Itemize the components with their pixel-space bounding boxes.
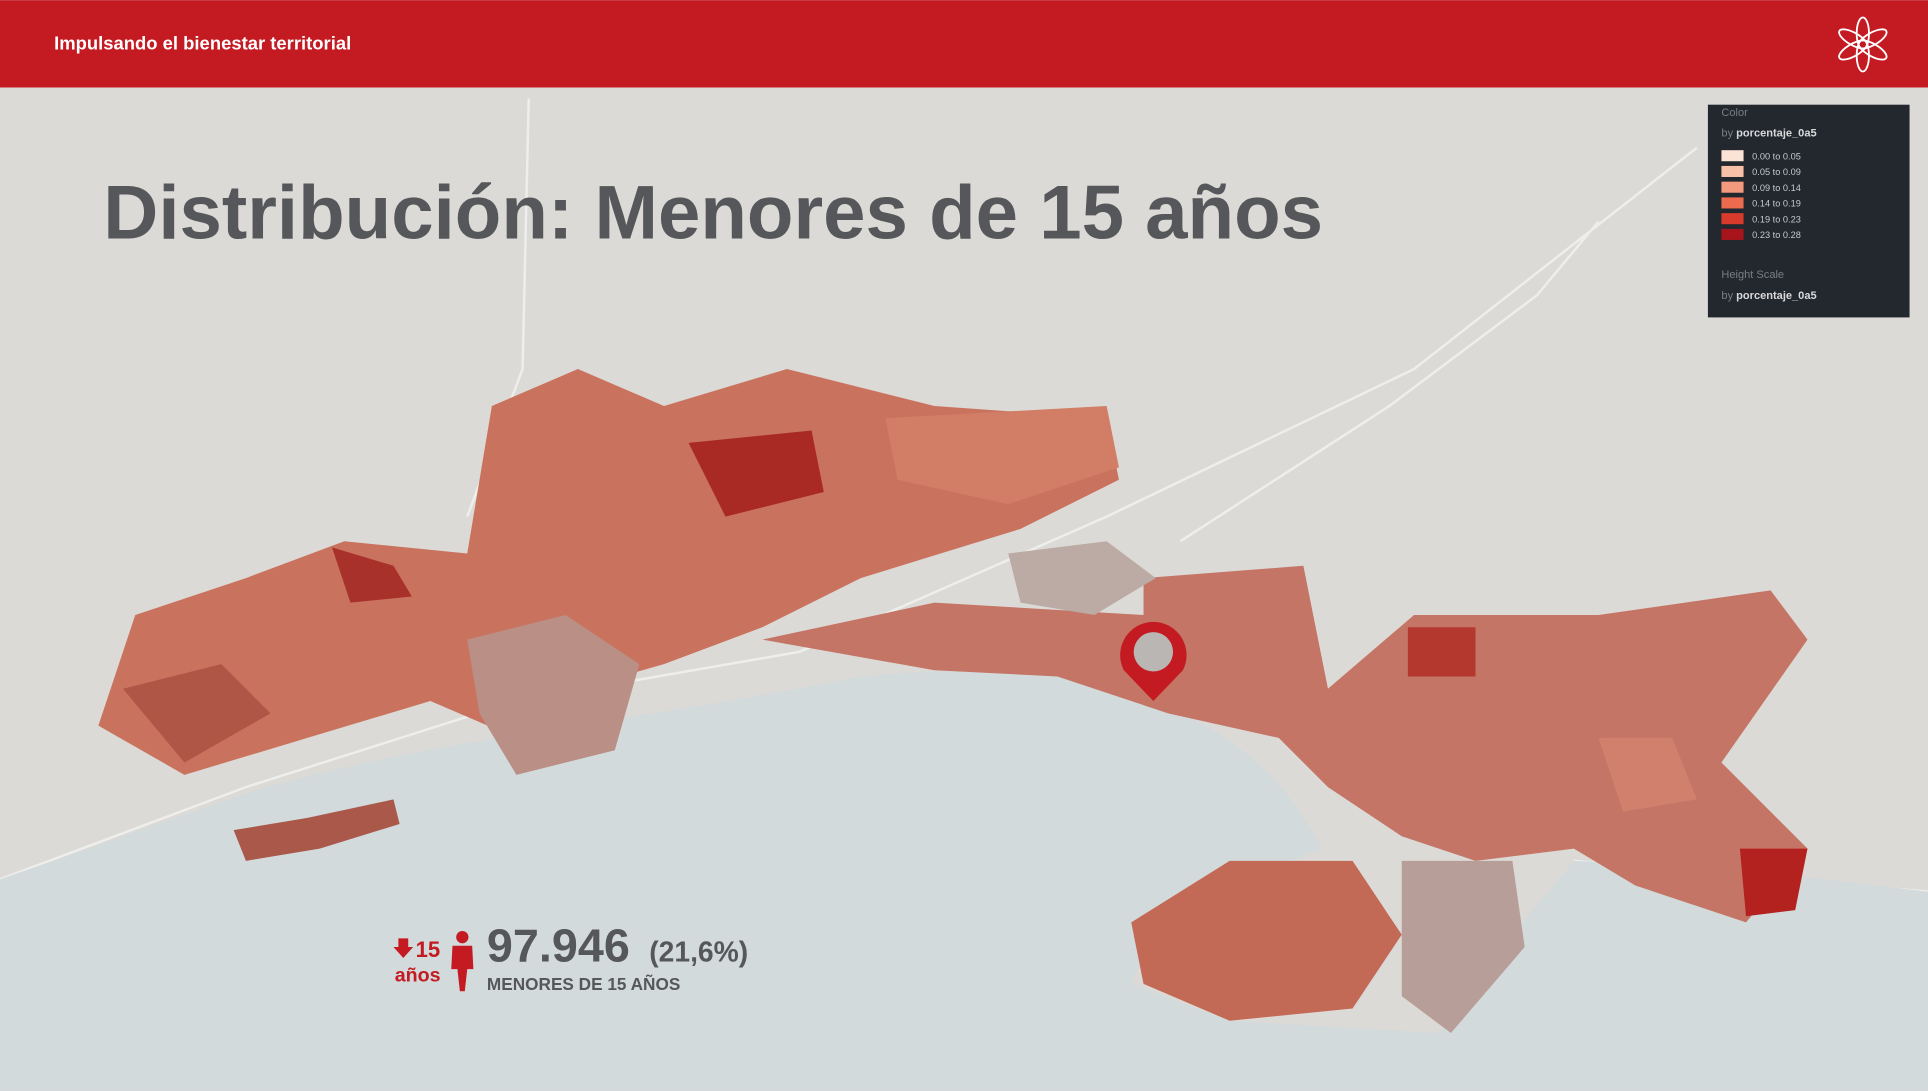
legend-label: 0.00 to 0.05 (1752, 151, 1801, 161)
stat-percent: (21,6%) (649, 936, 748, 968)
icon-number: 15 (416, 937, 441, 962)
legend: Color by porcentaje_0a5 Height Scale by … (1708, 105, 1910, 318)
legend-label: 0.09 to 0.14 (1752, 183, 1801, 193)
header-title: Impulsando el bienestar territorial (54, 32, 351, 53)
legend-by: by (1721, 290, 1733, 302)
legend-label: 0.19 to 0.23 (1752, 214, 1801, 224)
legend-swatch (1721, 197, 1743, 208)
legend-label: 0.05 to 0.09 (1752, 167, 1801, 177)
legend-swatch (1721, 166, 1743, 177)
slide-title: Distribución: Menores de 15 años (103, 171, 1323, 256)
legend-color-title: Color (1721, 107, 1748, 119)
legend-height-title: Height Scale (1721, 269, 1784, 281)
legend-label: 0.14 to 0.19 (1752, 199, 1801, 209)
legend-swatch (1721, 229, 1743, 240)
stat-value: 97.946 (487, 920, 630, 972)
legend-label: 0.23 to 0.28 (1752, 230, 1801, 240)
slide: Impulsando el bienestar territorial Dist… (0, 0, 1928, 1091)
legend-swatch (1721, 213, 1743, 224)
legend-field: porcentaje_0a5 (1736, 290, 1816, 302)
legend-swatch (1721, 182, 1743, 193)
stat-label: MENORES DE 15 AÑOS (487, 974, 680, 994)
icon-unit: años (395, 964, 441, 986)
legend-field: porcentaje_0a5 (1736, 128, 1816, 140)
legend-height-by: by porcentaje_0a5 (1721, 290, 1816, 302)
legend-swatch (1721, 150, 1743, 161)
legend-by: by (1721, 128, 1733, 140)
legend-color-by: by porcentaje_0a5 (1721, 128, 1816, 140)
